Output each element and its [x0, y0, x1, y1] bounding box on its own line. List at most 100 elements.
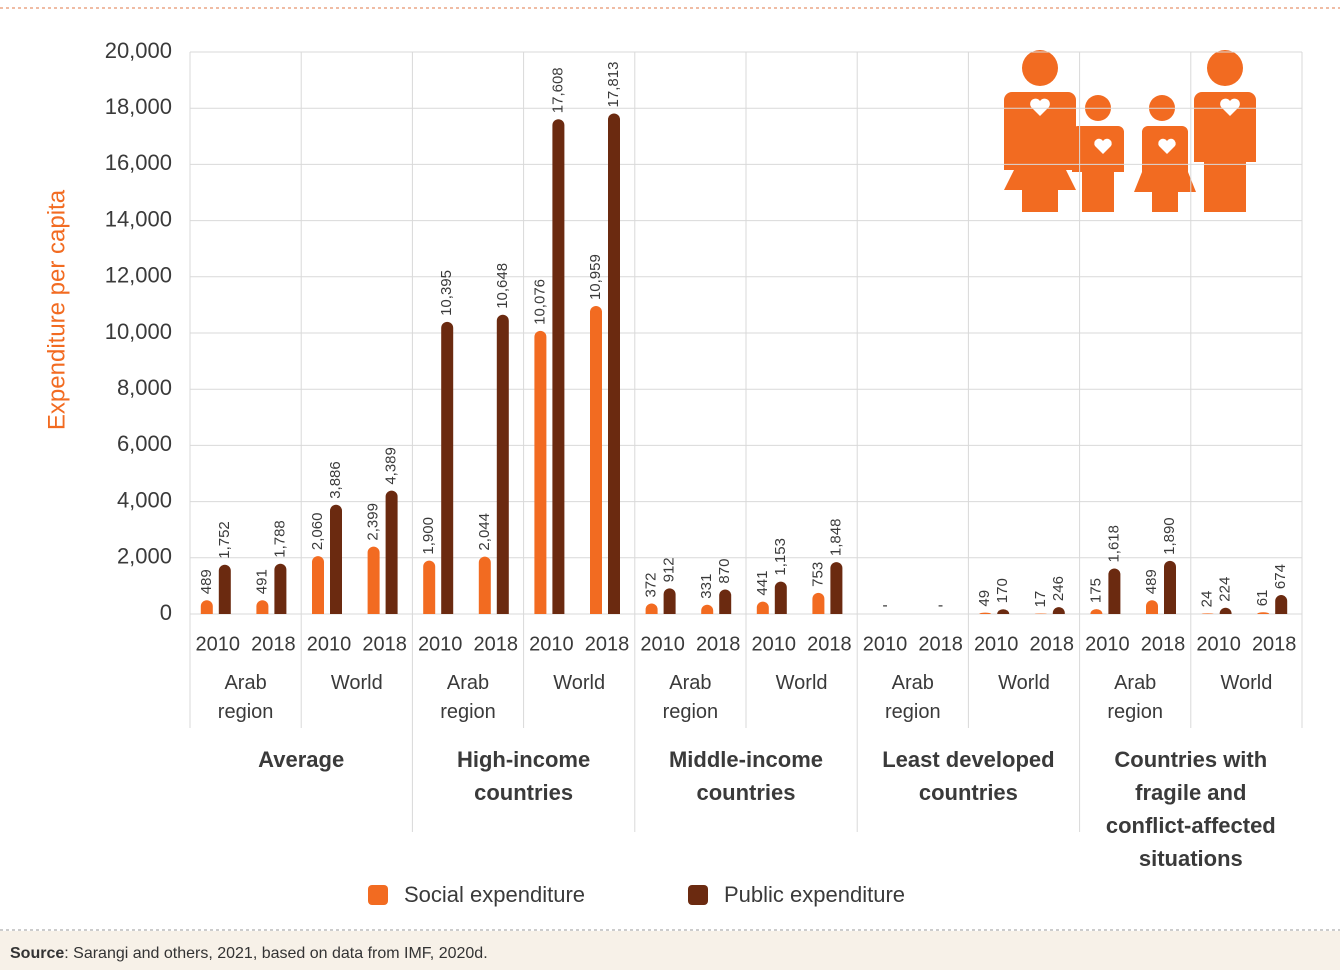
bar: [1257, 612, 1269, 614]
value-label: -: [882, 597, 887, 614]
x-tick-label: 2010: [863, 633, 908, 655]
x-tick-label: 2018: [1030, 633, 1075, 655]
legend-item: Public expenditure: [688, 882, 905, 908]
value-label: 175: [1087, 578, 1104, 603]
value-label: 1,848: [827, 519, 844, 557]
x-tick-label: 2018: [1141, 633, 1186, 655]
subgroup-label: World: [312, 669, 402, 698]
y-tick-label: 4,000: [117, 487, 172, 512]
legend-swatch: [688, 885, 708, 905]
value-label: 10,648: [494, 263, 511, 309]
bar: [979, 613, 991, 614]
x-tick-label: 2010: [307, 633, 352, 655]
x-tick-label: 2010: [640, 633, 685, 655]
value-label: 489: [198, 569, 215, 594]
bar: [1220, 608, 1232, 614]
y-tick-label: 0: [160, 600, 172, 625]
value-label: 674: [1272, 564, 1289, 589]
bar: [219, 565, 231, 614]
value-label: 49: [976, 590, 993, 607]
value-label: 24: [1199, 591, 1216, 608]
x-tick-label: 2010: [1085, 633, 1130, 655]
bar: [997, 609, 1009, 614]
value-label: 1,752: [216, 521, 233, 559]
y-tick-label: 20,000: [105, 38, 172, 63]
subgroup-label: World: [1201, 669, 1291, 698]
x-tick-label: 2018: [585, 633, 630, 655]
value-label: 3,886: [327, 461, 344, 499]
bar: [330, 505, 342, 614]
bar: [497, 315, 509, 614]
x-tick-label: 2010: [196, 633, 241, 655]
value-label: 441: [754, 571, 771, 596]
bar: [1146, 600, 1158, 614]
value-label: 912: [661, 557, 678, 582]
bar: [368, 547, 380, 614]
value-label: 10,395: [438, 270, 455, 316]
value-label: 2,060: [309, 513, 326, 551]
value-label: 4,389: [383, 447, 400, 485]
x-tick-label: 2010: [1196, 633, 1241, 655]
y-tick-label: 16,000: [105, 150, 172, 175]
y-tick-label: 12,000: [105, 263, 172, 288]
x-tick-label: 2010: [752, 633, 797, 655]
group-label: Middle-income countries: [646, 743, 846, 809]
value-label: 331: [698, 574, 715, 599]
value-label: 61: [1254, 590, 1271, 607]
y-tick-label: 14,000: [105, 206, 172, 231]
value-label: 753: [809, 562, 826, 587]
x-tick-label: 2018: [474, 633, 519, 655]
bar: [757, 602, 769, 614]
y-axis-label: Expenditure per capita: [43, 189, 70, 430]
bar: [386, 491, 398, 614]
value-label: 224: [1217, 577, 1234, 602]
value-label: 489: [1143, 569, 1160, 594]
subgroup-label: Arab region: [645, 669, 735, 727]
value-label: 491: [253, 569, 270, 594]
value-label: 10,959: [587, 254, 604, 300]
group-label: Least developed countries: [868, 743, 1068, 809]
value-label: 1,618: [1105, 525, 1122, 563]
x-tick-label: 2010: [418, 633, 463, 655]
bar: [441, 322, 453, 614]
value-label: 1,890: [1161, 517, 1178, 555]
legend-label: Social expenditure: [404, 882, 585, 908]
bar: [256, 600, 268, 614]
subgroup-label: Arab region: [423, 669, 513, 727]
bar: [1053, 607, 1065, 614]
value-label: 1,900: [420, 517, 437, 555]
subgroup-label: Arab region: [1090, 669, 1180, 727]
subgroup-label: Arab region: [868, 669, 958, 727]
bar: [719, 590, 731, 614]
value-label: 870: [716, 559, 733, 584]
value-label: 170: [994, 578, 1011, 603]
bar: [608, 113, 620, 614]
x-tick-label: 2018: [1252, 633, 1297, 655]
value-label: 1,153: [772, 538, 789, 576]
subgroup-label: Arab region: [201, 669, 291, 727]
bar: [1202, 613, 1214, 614]
y-tick-label: 18,000: [105, 94, 172, 119]
bar: [775, 582, 787, 614]
value-label: 17,608: [549, 67, 566, 113]
source-label: Source: [10, 945, 64, 962]
bar: [552, 119, 564, 614]
x-tick-label: 2018: [362, 633, 407, 655]
bar: [1090, 609, 1102, 614]
people-icons: [1004, 50, 1256, 212]
bar: [830, 562, 842, 614]
page: Expenditure per capita 02,0004,0006,0008…: [0, 0, 1340, 970]
group-label: Countries with fragile and conflict-affe…: [1091, 743, 1291, 875]
subgroup-label: World: [757, 669, 847, 698]
x-tick-label: 2010: [974, 633, 1019, 655]
source-text: : Sarangi and others, 2021, based on dat…: [64, 945, 487, 962]
group-label: High-income countries: [424, 743, 624, 809]
bar: [479, 557, 491, 614]
group-label: Average: [201, 743, 401, 776]
value-label: -: [938, 597, 943, 614]
y-tick-label: 10,000: [105, 319, 172, 344]
legend-item: Social expenditure: [368, 882, 585, 908]
x-tick-label: 2018: [696, 633, 741, 655]
value-label: 1,788: [271, 520, 288, 558]
value-label: 10,076: [531, 279, 548, 325]
